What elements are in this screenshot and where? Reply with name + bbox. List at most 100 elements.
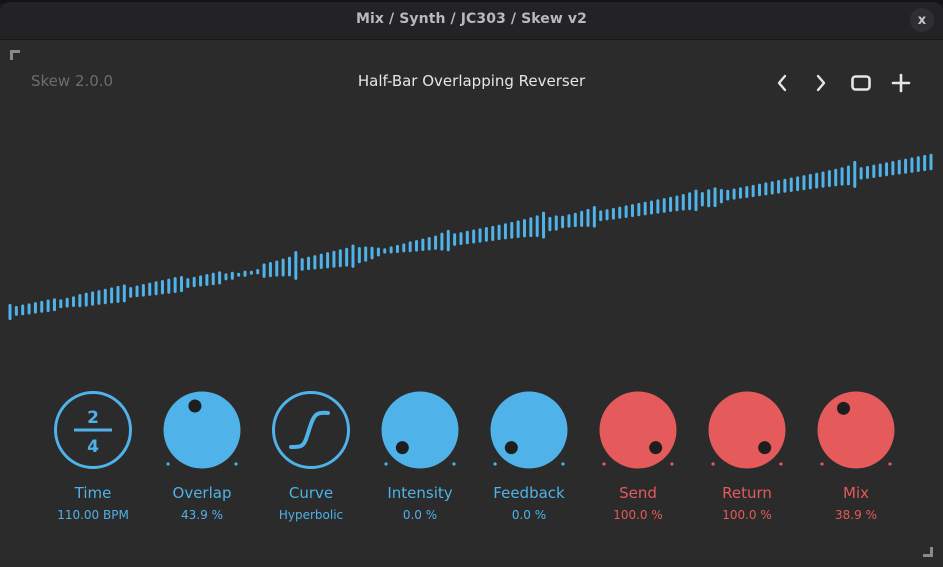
knob-max-marker [561,462,565,466]
waveform-bar [205,273,209,286]
waveform-bar [218,271,222,285]
knob-value[interactable]: 100.0 % [613,508,663,522]
waveform-bar [446,229,450,252]
waveform-bar [389,246,393,254]
resize-corner-bottom-right-icon[interactable] [923,547,933,557]
waveform-bar [777,179,781,194]
knob-label: Overlap [172,484,232,502]
waveform-bar [370,246,374,260]
waveform-bar [78,293,82,308]
knob-send[interactable]: Send 100.0 % [578,390,698,522]
waveform-bar [211,272,215,286]
waveform-bar [459,232,463,246]
overlap-knob-dial[interactable] [157,390,247,472]
return-knob-dial[interactable] [702,390,792,472]
save-preset-button[interactable] [888,70,914,96]
knob-value[interactable]: 0.0 % [511,508,547,522]
waveform-bar [40,300,44,313]
knob-max-marker [888,462,892,466]
knob-min-marker [820,462,824,466]
knob-label: Intensity [387,484,453,502]
knob-label: Feedback [493,484,565,502]
waveform-bar [192,276,196,288]
prev-preset-button[interactable] [769,70,795,96]
next-preset-button[interactable] [808,70,834,96]
chevron-right-icon [816,74,826,92]
waveform-bar [237,272,241,277]
knob-body[interactable] [817,391,895,469]
waveform-bar [103,288,107,305]
waveform-bar [199,275,203,287]
knob-indicator-dot [395,441,409,455]
preset-browser-button[interactable] [848,70,874,96]
waveform-bar [904,158,908,174]
waveform-bar [929,153,933,171]
waveform-bar [186,278,190,288]
waveform-bar [484,227,488,242]
waveform-bar [224,273,228,281]
waveform-bar [542,211,546,239]
waveform-bar [402,243,406,253]
send-knob-dial[interactable] [593,390,683,472]
knob-body[interactable] [708,391,786,469]
knob-value[interactable]: 100.0 % [722,508,772,522]
knob-value[interactable]: 43.9 % [181,508,223,522]
preset-name[interactable]: Half-Bar Overlapping Reverser [357,72,586,90]
waveform-bar [59,299,63,309]
knob-body[interactable] [599,391,677,469]
title-bar[interactable]: Mix / Synth / JC303 / Skew v2 x [0,2,943,40]
waveform-bar [84,292,88,307]
time-division-selector[interactable]: 24 [48,390,138,472]
waveform-bar [618,206,622,219]
waveform-bar [408,241,412,253]
mix-knob-dial[interactable] [811,390,901,472]
knob-label: Send [619,484,657,502]
knob-body[interactable] [381,391,459,469]
knob-body[interactable] [490,391,568,469]
knob-value[interactable]: 110.00 BPM [57,508,129,522]
waveform-bar [376,247,380,257]
waveform-bar [719,188,723,204]
knob-max-marker [234,462,238,466]
time-denominator: 4 [87,437,99,457]
waveform-bar [878,163,882,178]
knob-panel: 2 4 Time 110.00 BPM Overlap 43.9 % Curve Hyperb… [0,390,943,540]
waveform-bar [395,244,399,253]
waveform-bar [529,217,533,238]
waveform-bar [440,232,444,251]
knob-indicator-dot [504,441,518,455]
waveform-display [8,153,933,321]
curve-selector[interactable] [266,390,356,472]
knob-value[interactable]: 0.0 % [402,508,438,522]
knob-return[interactable]: Return 100.0 % [687,390,807,522]
knob-indicator-dot [758,441,772,455]
waveform-bar [249,270,253,275]
waveform-bar [554,215,558,231]
waveform-bar [338,249,342,268]
waveform-bar [262,263,266,278]
knob-feedback[interactable]: Feedback 0.0 % [469,390,589,522]
knob-indicator-dot [649,441,663,455]
knob-intensity[interactable]: Intensity 0.0 % [360,390,480,522]
waveform-bar [478,228,482,243]
waveform-bar [491,225,495,241]
waveform-bar [421,238,425,252]
knob-body[interactable] [163,391,241,469]
waveform-bar [726,189,730,201]
waveform-bar [503,223,507,240]
waveform-bar [846,165,850,186]
knob-min-marker [711,462,715,466]
knob-value[interactable]: Hyperbolic [278,508,344,522]
close-button[interactable]: x [910,8,934,32]
waveform-bar [383,248,387,254]
waveform-bar [561,215,565,229]
knob-curve[interactable]: Curve Hyperbolic [251,390,371,522]
window-title: Mix / Synth / JC303 / Skew v2 [356,11,587,27]
intensity-knob-dial[interactable] [375,390,465,472]
knob-value[interactable]: 38.9 % [835,508,877,522]
knob-time[interactable]: 2 4 Time 110.00 BPM [33,390,153,522]
knob-overlap[interactable]: Overlap 43.9 % [142,390,262,522]
knob-mix[interactable]: Mix 38.9 % [796,390,916,522]
feedback-knob-dial[interactable] [484,390,574,472]
